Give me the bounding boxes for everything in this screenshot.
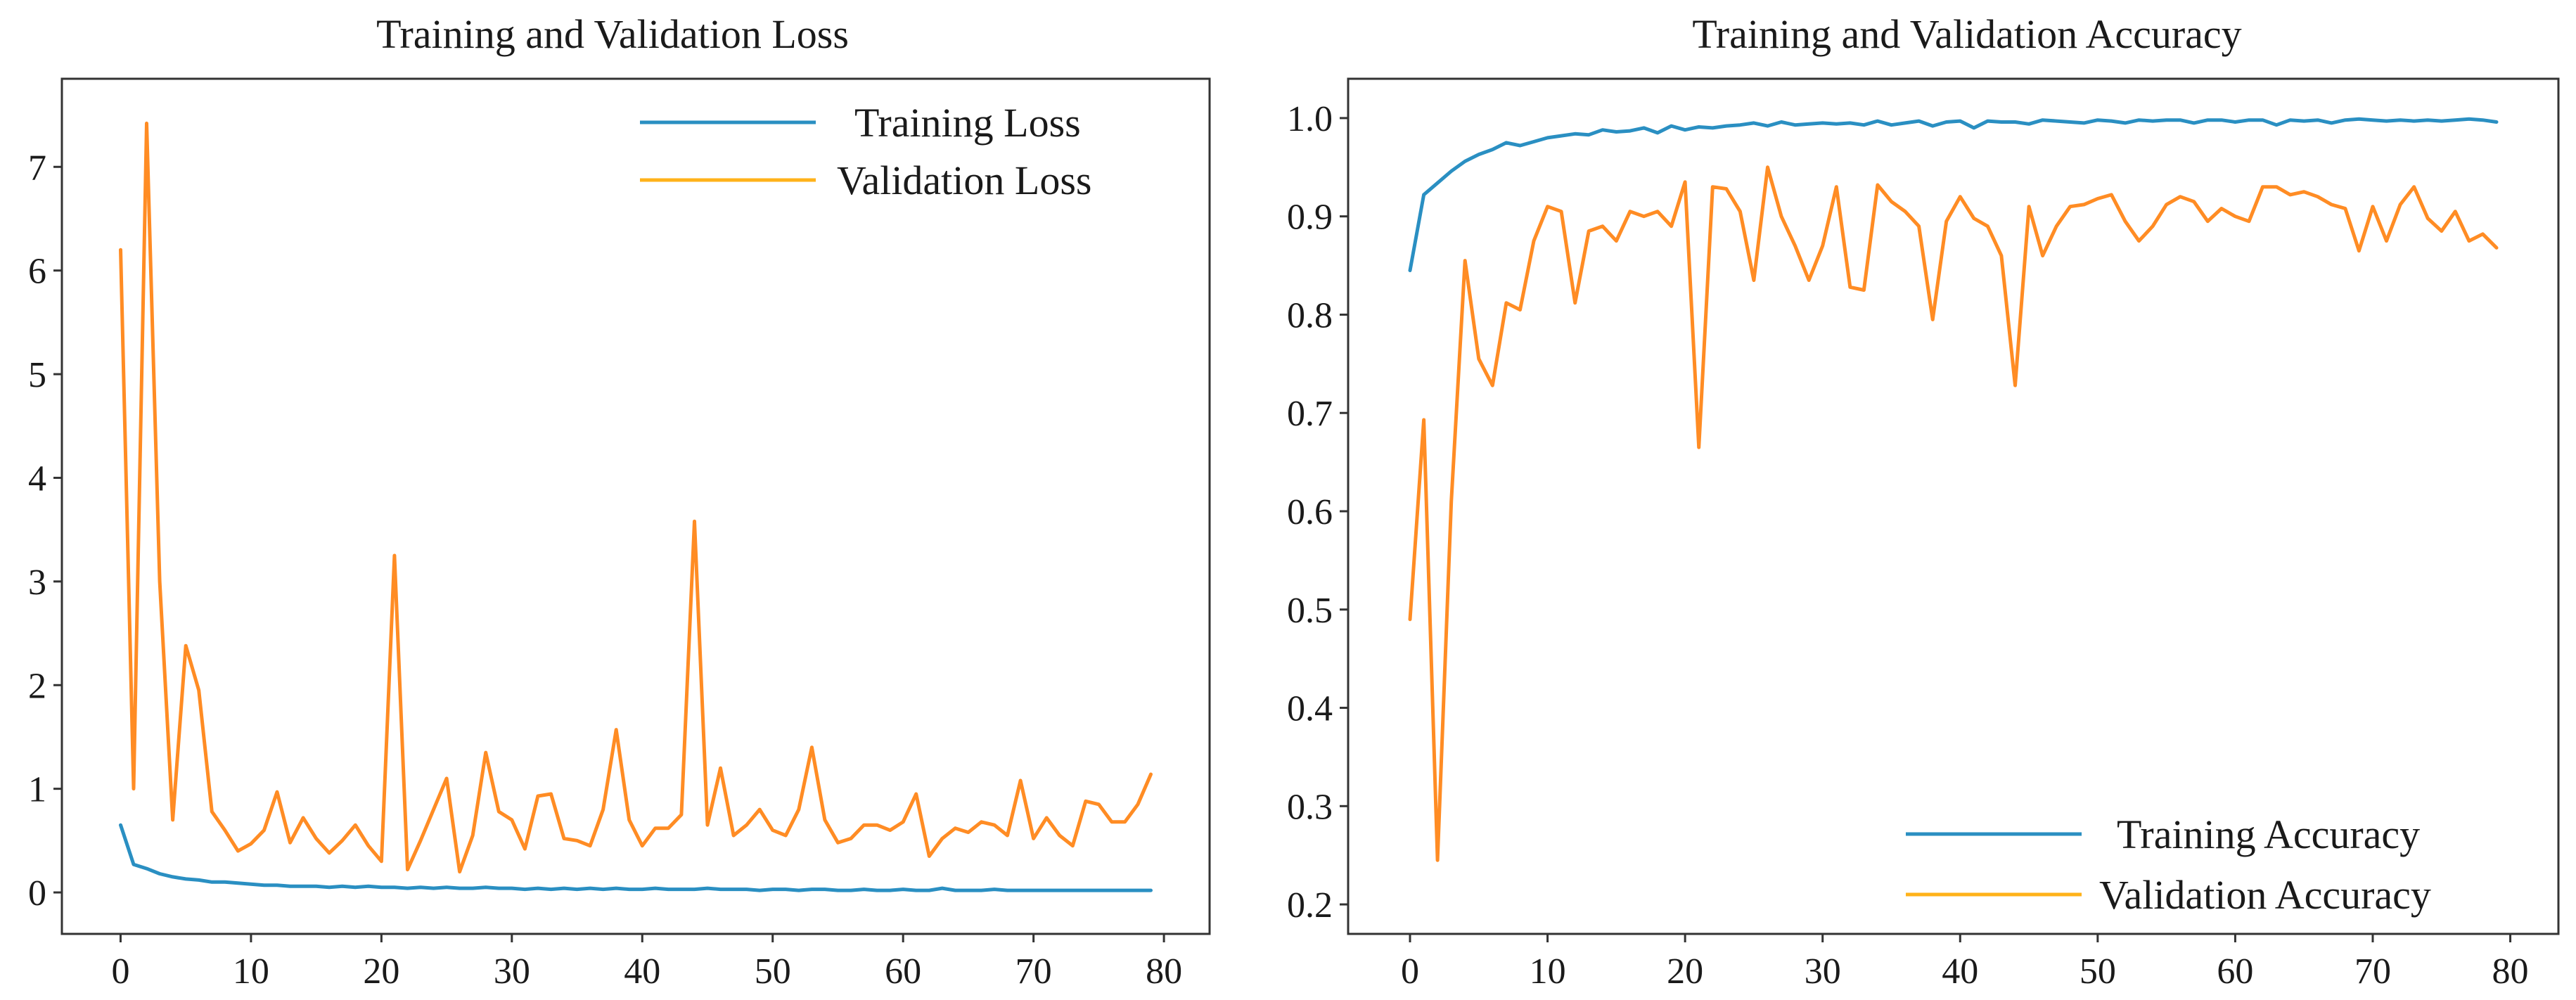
loss-y-tick-label: 7 bbox=[28, 148, 46, 188]
legend-label-validation-loss: Validation Loss bbox=[837, 158, 1091, 203]
loss-chart: Training and Validation Loss 0 10 20 30 40 50… bbox=[28, 11, 1211, 992]
accuracy-y-tick-label: 0.5 bbox=[1287, 591, 1333, 631]
loss-y-tick-label: 5 bbox=[28, 355, 46, 395]
series-line-validation-accuracy bbox=[1408, 165, 2499, 862]
loss-series bbox=[119, 121, 1153, 892]
loss-x-tick-label: 20 bbox=[363, 951, 399, 992]
loss-x-tick-label: 60 bbox=[885, 951, 921, 992]
series-line-validation-loss bbox=[119, 121, 1153, 874]
series-line-training-accuracy bbox=[1408, 117, 2499, 273]
loss-plot-frame bbox=[60, 77, 1211, 935]
accuracy-y-tick-label: 1.0 bbox=[1287, 99, 1333, 139]
loss-y-tick-label: 1 bbox=[28, 770, 46, 810]
loss-chart-title: Training and Validation Loss bbox=[376, 11, 849, 57]
loss-y-tick-label: 2 bbox=[28, 666, 46, 706]
legend-label-validation-accuracy: Validation Accuracy bbox=[2099, 872, 2431, 918]
accuracy-x-tick-label: 70 bbox=[2354, 951, 2391, 992]
accuracy-plot-frame bbox=[1347, 77, 2560, 935]
accuracy-x-tick-label: 30 bbox=[1805, 951, 1841, 992]
accuracy-y-tick-label: 0.4 bbox=[1287, 689, 1333, 729]
loss-y-tick-label: 0 bbox=[28, 873, 46, 914]
accuracy-x-tick-label: 40 bbox=[1942, 951, 1978, 992]
accuracy-series bbox=[1408, 117, 2499, 862]
loss-y-tick-label: 4 bbox=[28, 459, 46, 499]
loss-x-tick-label: 70 bbox=[1015, 951, 1052, 992]
loss-axis-ticks: 0 10 20 30 40 50 60 70 80 0 1 2 3 4 5 6 7 bbox=[28, 148, 1182, 992]
legend-label-training-accuracy: Training Accuracy bbox=[2117, 812, 2420, 857]
accuracy-y-tick-label: 0.2 bbox=[1287, 885, 1333, 925]
loss-x-tick-label: 40 bbox=[624, 951, 660, 992]
accuracy-chart-title: Training and Validation Accuracy bbox=[1692, 11, 2241, 57]
accuracy-x-tick-label: 80 bbox=[2492, 951, 2529, 992]
accuracy-x-tick-label: 0 bbox=[1401, 951, 1419, 992]
accuracy-legend: Training Accuracy Validation Accuracy bbox=[1906, 812, 2431, 918]
accuracy-axis-ticks: 0 10 20 30 40 50 60 70 80 0.2 0.3 0.4 0.5 0.6 0.7 0.8 0.… bbox=[1287, 99, 2529, 992]
accuracy-y-tick-label: 0.3 bbox=[1287, 787, 1333, 827]
loss-x-tick-label: 80 bbox=[1146, 951, 1182, 992]
loss-x-tick-label: 0 bbox=[111, 951, 129, 992]
loss-x-tick-label: 10 bbox=[233, 951, 269, 992]
series-line-training-loss bbox=[119, 823, 1153, 892]
accuracy-x-tick-label: 10 bbox=[1530, 951, 1566, 992]
loss-y-tick-label: 6 bbox=[28, 252, 46, 292]
legend-label-training-loss: Training Loss bbox=[854, 100, 1081, 146]
loss-x-tick-label: 50 bbox=[755, 951, 791, 992]
accuracy-x-tick-label: 50 bbox=[2080, 951, 2116, 992]
accuracy-x-tick-label: 60 bbox=[2217, 951, 2253, 992]
accuracy-y-tick-label: 0.9 bbox=[1287, 198, 1333, 238]
loss-y-tick-label: 3 bbox=[28, 563, 46, 603]
accuracy-y-tick-label: 0.6 bbox=[1287, 492, 1333, 532]
accuracy-chart: Training and Validation Accuracy 0 10 20 30… bbox=[1287, 11, 2560, 992]
accuracy-y-tick-label: 0.7 bbox=[1287, 394, 1333, 434]
accuracy-x-tick-label: 20 bbox=[1667, 951, 1703, 992]
loss-legend: Training Loss Validation Loss bbox=[640, 100, 1091, 203]
loss-x-tick-label: 30 bbox=[494, 951, 530, 992]
accuracy-y-tick-label: 0.8 bbox=[1287, 295, 1333, 335]
